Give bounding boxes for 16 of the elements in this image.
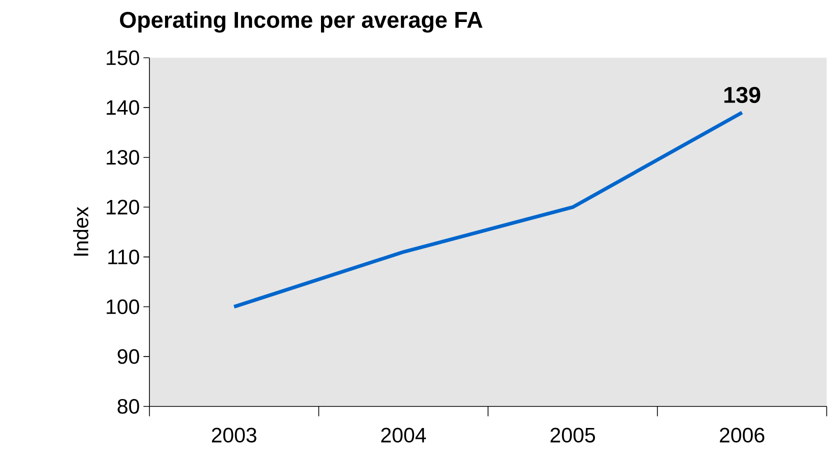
y-tick-label: 130 [106, 150, 140, 165]
y-tick-label: 140 [106, 100, 140, 115]
chart-title: Operating Income per average FA [120, 11, 482, 33]
data-label: 139 [724, 86, 760, 104]
y-tick-label: 100 [106, 299, 140, 314]
y-axis-title: Index [73, 206, 88, 256]
y-tick-label: 90 [118, 349, 140, 364]
y-tick-label: 110 [108, 250, 140, 264]
x-tick-label: 2006 [720, 428, 764, 442]
y-tick-label: 80 [118, 398, 140, 414]
y-tick-label: 150 [106, 50, 140, 66]
x-tick-label: 2005 [550, 428, 595, 442]
x-tick-label: 2004 [381, 428, 426, 442]
x-tick-label: 2003 [212, 428, 256, 442]
line-series [232, 110, 744, 309]
y-tick-label: 120 [106, 200, 140, 214]
